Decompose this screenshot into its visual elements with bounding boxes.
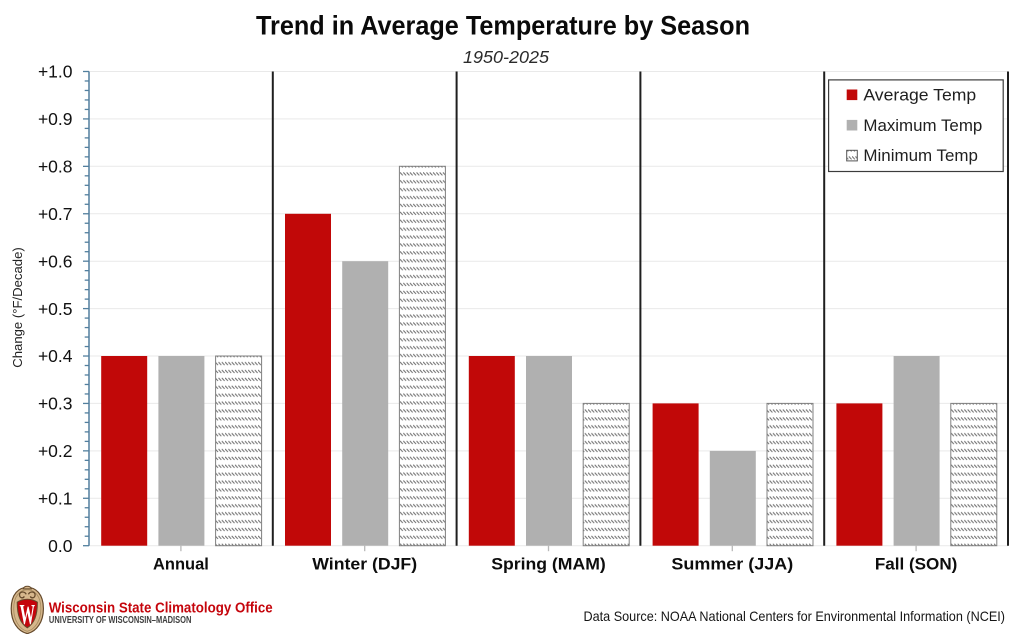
- svg-text:+0.9: +0.9: [38, 109, 73, 129]
- svg-text:+0.7: +0.7: [38, 204, 73, 224]
- svg-text:UNIVERSITY OF WISCONSIN–MADISO: UNIVERSITY OF WISCONSIN–MADISON: [49, 615, 192, 626]
- svg-text:+0.4: +0.4: [38, 346, 73, 366]
- svg-text:+0.6: +0.6: [38, 251, 73, 271]
- svg-text:Minimum Temp: Minimum Temp: [863, 147, 978, 165]
- svg-text:Maximum Temp: Maximum Temp: [863, 117, 982, 135]
- svg-text:+0.5: +0.5: [38, 299, 73, 319]
- svg-text:Annual: Annual: [153, 555, 209, 573]
- svg-text:Winter (DJF): Winter (DJF): [312, 555, 417, 573]
- svg-text:+1.0: +1.0: [38, 62, 73, 82]
- svg-text:Change (°F/Decade): Change (°F/Decade): [11, 247, 25, 368]
- svg-text:0.0: 0.0: [48, 536, 73, 556]
- svg-text:W: W: [20, 600, 36, 631]
- svg-text:+0.1: +0.1: [38, 489, 73, 509]
- svg-text:+0.3: +0.3: [38, 394, 73, 414]
- svg-text:Spring (MAM): Spring (MAM): [491, 555, 606, 573]
- svg-text:Wisconsin State Climatology Of: Wisconsin State Climatology Office: [49, 599, 273, 616]
- svg-text:Average Temp: Average Temp: [863, 86, 976, 104]
- svg-text:1950-2025: 1950-2025: [463, 47, 549, 67]
- svg-text:+0.8: +0.8: [38, 157, 73, 177]
- svg-text:Trend in Average Temperature b: Trend in Average Temperature by Season: [256, 11, 750, 41]
- svg-text:Data Source: NOAA National Cen: Data Source: NOAA National Centers for E…: [584, 608, 1006, 624]
- svg-text:Summer (JJA): Summer (JJA): [671, 555, 793, 573]
- svg-text:+0.2: +0.2: [38, 441, 73, 461]
- svg-text:Fall (SON): Fall (SON): [875, 555, 958, 573]
